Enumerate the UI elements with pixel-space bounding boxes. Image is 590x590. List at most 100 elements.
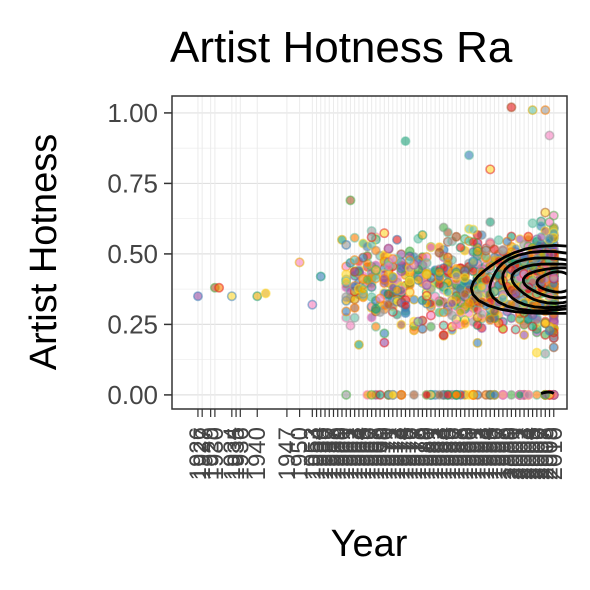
data-point bbox=[366, 389, 377, 400]
data-point bbox=[192, 291, 203, 302]
x-tick-label: 1999 bbox=[494, 427, 521, 480]
data-point bbox=[510, 288, 521, 299]
data-point bbox=[497, 389, 508, 400]
data-point bbox=[540, 207, 551, 218]
data-point bbox=[370, 321, 381, 332]
x-tick-label: 2009 bbox=[537, 427, 564, 480]
data-point bbox=[392, 234, 403, 245]
data-point bbox=[468, 266, 479, 277]
data-point bbox=[396, 389, 407, 400]
x-tick-label: 1976 bbox=[397, 427, 424, 480]
data-point bbox=[345, 195, 356, 206]
data-point bbox=[447, 298, 458, 309]
x-tick-label: 1966 bbox=[354, 427, 381, 480]
data-point bbox=[383, 289, 394, 300]
data-point bbox=[468, 237, 479, 248]
y-tick-label: 0.25 bbox=[107, 309, 158, 339]
data-point bbox=[349, 232, 360, 243]
data-point bbox=[536, 232, 547, 243]
x-tick-label: 1995 bbox=[477, 427, 504, 480]
data-point bbox=[464, 298, 475, 309]
data-point bbox=[438, 320, 449, 331]
data-point bbox=[425, 242, 436, 253]
x-tick-label: 2002 bbox=[507, 427, 534, 480]
x-tick-label: 1996 bbox=[481, 427, 508, 480]
density-contour bbox=[535, 270, 567, 294]
data-point bbox=[459, 288, 470, 299]
data-point bbox=[540, 348, 551, 359]
data-point bbox=[353, 339, 364, 350]
x-tick-label: 1988 bbox=[448, 427, 475, 480]
data-point bbox=[404, 276, 415, 287]
data-point bbox=[544, 233, 555, 244]
density-contour bbox=[488, 249, 567, 313]
data-point bbox=[434, 297, 445, 308]
x-tick-label: 1965 bbox=[350, 427, 377, 480]
data-point bbox=[341, 276, 352, 287]
data-point bbox=[396, 319, 407, 330]
data-point bbox=[540, 105, 551, 116]
data-point bbox=[417, 323, 428, 334]
data-point bbox=[531, 389, 542, 400]
data-point bbox=[366, 232, 377, 243]
x-tick-label: 1986 bbox=[439, 427, 466, 480]
data-point bbox=[387, 389, 398, 400]
x-tick-label: 2008 bbox=[532, 427, 559, 480]
data-point bbox=[358, 284, 369, 295]
x-tick-label: 1960 bbox=[329, 427, 356, 480]
data-point bbox=[451, 389, 462, 400]
data-point bbox=[523, 389, 534, 400]
data-point bbox=[540, 318, 551, 329]
y-tick-label: 0.00 bbox=[107, 380, 158, 410]
x-tick-label: 1955 bbox=[308, 427, 335, 480]
x-tick-label: 1958 bbox=[320, 427, 347, 480]
data-point bbox=[379, 328, 390, 339]
data-point bbox=[408, 389, 419, 400]
data-point bbox=[438, 330, 449, 341]
data-point bbox=[379, 337, 390, 348]
x-tick-label: 1969 bbox=[367, 427, 394, 480]
data-point bbox=[455, 307, 466, 318]
data-point bbox=[375, 293, 386, 304]
data-point bbox=[341, 389, 352, 400]
data-point bbox=[294, 257, 305, 268]
data-point bbox=[510, 324, 521, 335]
data-point bbox=[489, 244, 500, 255]
data-point bbox=[370, 273, 381, 284]
data-point bbox=[400, 136, 411, 147]
x-tick-label: 2003 bbox=[511, 427, 538, 480]
density-contour bbox=[469, 243, 567, 315]
density-contour bbox=[540, 390, 555, 395]
data-point bbox=[341, 306, 352, 317]
data-point bbox=[421, 389, 432, 400]
data-point bbox=[387, 271, 398, 282]
x-tick-label: 1956 bbox=[312, 427, 339, 480]
data-point bbox=[341, 239, 352, 250]
data-point bbox=[476, 308, 487, 319]
x-tick-label: 1930 bbox=[202, 427, 229, 480]
x-tick-label: 1993 bbox=[469, 427, 496, 480]
x-tick-label: 1991 bbox=[460, 427, 487, 480]
data-point bbox=[493, 235, 504, 246]
x-tick-label: 2004 bbox=[515, 427, 542, 480]
data-point bbox=[485, 164, 496, 175]
data-point bbox=[421, 279, 432, 290]
density-contour bbox=[501, 256, 567, 310]
data-point bbox=[252, 291, 263, 302]
data-point bbox=[451, 270, 462, 281]
x-tick-label: 1997 bbox=[486, 427, 513, 480]
y-axis-title: Artist Hotness bbox=[23, 134, 65, 371]
data-point bbox=[392, 285, 403, 296]
data-point bbox=[379, 228, 390, 239]
data-point bbox=[400, 300, 411, 311]
data-point bbox=[404, 287, 415, 298]
data-point bbox=[315, 271, 326, 282]
data-point bbox=[370, 303, 381, 314]
data-point bbox=[527, 105, 538, 116]
data-point bbox=[527, 218, 538, 229]
data-point bbox=[531, 347, 542, 358]
data-point bbox=[438, 222, 449, 233]
data-point bbox=[379, 273, 390, 284]
